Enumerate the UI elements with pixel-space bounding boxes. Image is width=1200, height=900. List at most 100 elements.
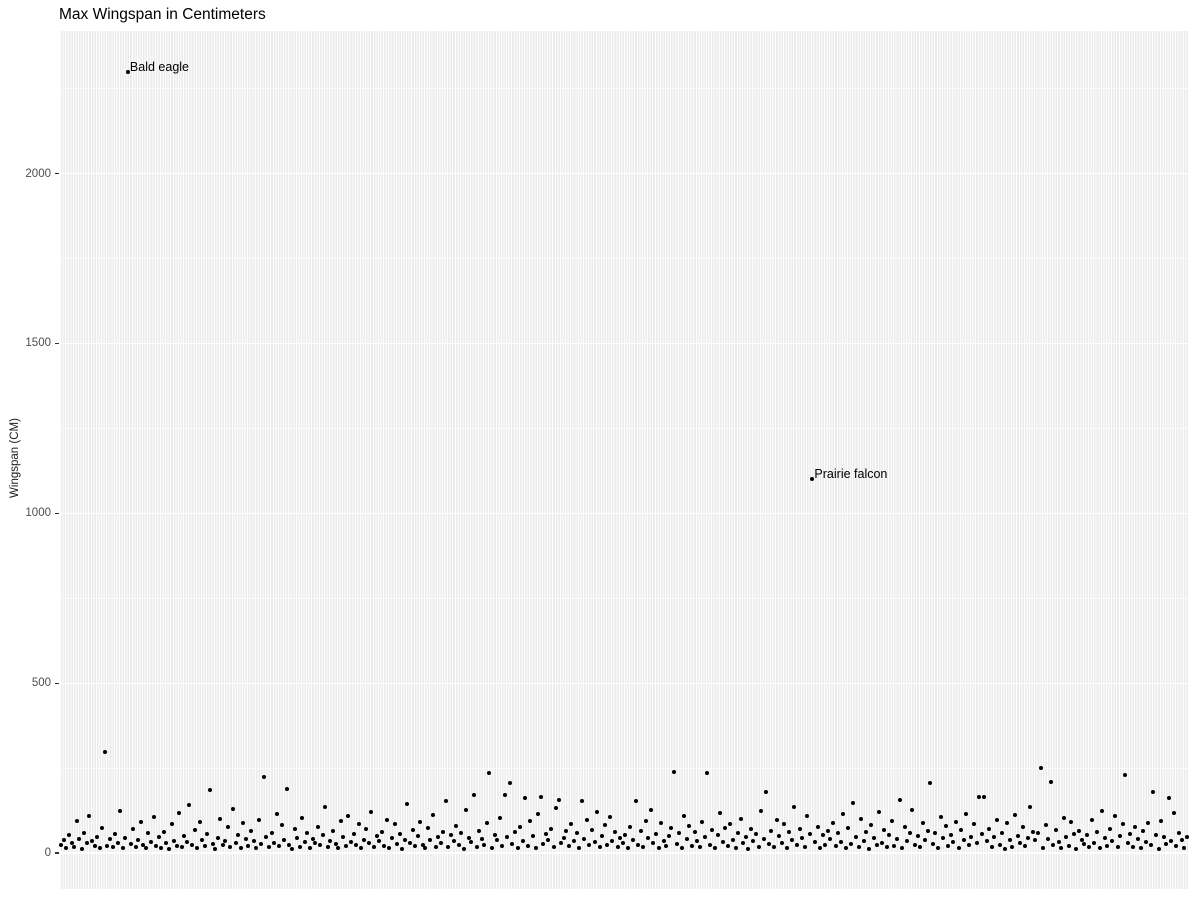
data-point <box>746 846 751 851</box>
data-point <box>823 842 828 847</box>
data-point <box>151 815 156 820</box>
data-point <box>992 835 997 840</box>
data-point <box>454 823 459 828</box>
data-point <box>74 818 79 823</box>
y-tick-mark <box>55 852 59 854</box>
data-point <box>397 831 402 836</box>
data-point <box>982 794 987 799</box>
data-point <box>1105 843 1110 848</box>
data-point <box>207 788 212 793</box>
data-point <box>1092 840 1097 845</box>
data-point <box>69 840 74 845</box>
data-point <box>113 832 118 837</box>
data-point <box>1138 845 1143 850</box>
data-point <box>771 845 776 850</box>
data-point <box>379 829 384 834</box>
data-point <box>843 845 848 850</box>
data-point <box>1128 831 1133 836</box>
data-point <box>264 834 269 839</box>
y-tick-mark <box>55 682 59 684</box>
data-point <box>256 818 261 823</box>
data-point <box>441 829 446 834</box>
data-point <box>495 838 500 843</box>
data-point <box>577 845 582 850</box>
data-point <box>707 842 712 847</box>
data-point <box>656 845 661 850</box>
data-point <box>213 846 218 851</box>
data-point <box>1061 816 1066 821</box>
data-point <box>472 792 477 797</box>
data-point <box>436 835 441 840</box>
data-point <box>587 843 592 848</box>
data-point <box>718 810 723 815</box>
data-point <box>59 842 64 847</box>
data-point <box>84 841 89 846</box>
data-point <box>769 829 774 834</box>
data-point <box>500 844 505 849</box>
data-point <box>341 835 346 840</box>
data-point <box>482 842 487 847</box>
data-point <box>933 831 938 836</box>
data-point <box>923 838 928 843</box>
data-point <box>1174 844 1179 849</box>
data-point <box>764 789 769 794</box>
data-point <box>623 832 628 837</box>
data-point <box>848 841 853 846</box>
data-point <box>659 821 664 826</box>
data-point <box>641 844 646 849</box>
data-point <box>628 825 633 830</box>
data-point <box>1171 810 1176 815</box>
data-point <box>433 844 438 849</box>
data-point <box>759 808 764 813</box>
data-point <box>184 840 189 845</box>
data-point <box>936 846 941 851</box>
data-point <box>543 832 548 837</box>
data-point <box>595 809 600 814</box>
data-point <box>1041 845 1046 850</box>
data-point <box>797 826 802 831</box>
data-point <box>738 816 743 821</box>
data-point <box>236 833 241 838</box>
data-point <box>1005 821 1010 826</box>
data-point <box>202 844 207 849</box>
data-point <box>1038 766 1043 771</box>
data-point <box>1087 844 1092 849</box>
data-point <box>318 843 323 848</box>
data-point <box>238 845 243 850</box>
data-point <box>938 815 943 820</box>
data-point <box>974 841 979 846</box>
data-point <box>887 832 892 837</box>
data-point <box>630 837 635 842</box>
data-point <box>464 808 469 813</box>
data-point <box>138 820 143 825</box>
data-point <box>812 840 817 845</box>
data-point <box>956 845 961 850</box>
data-point <box>123 836 128 841</box>
data-point <box>979 832 984 837</box>
data-point <box>828 837 833 842</box>
data-point <box>530 834 535 839</box>
data-point <box>197 819 202 824</box>
data-point <box>1166 795 1171 800</box>
data-point <box>1030 829 1035 834</box>
data-point <box>513 830 518 835</box>
data-point <box>487 771 492 776</box>
data-point <box>146 831 151 836</box>
data-point <box>1164 842 1169 847</box>
data-point <box>679 845 684 850</box>
data-point <box>477 828 482 833</box>
data-point <box>1115 845 1120 850</box>
data-point <box>551 844 556 849</box>
y-tick-label: 1500 <box>25 337 51 350</box>
data-point <box>892 843 897 848</box>
data-point <box>689 844 694 849</box>
data-point <box>428 837 433 842</box>
data-point <box>97 845 102 850</box>
data-point <box>820 833 825 838</box>
data-point <box>92 844 97 849</box>
data-point <box>600 833 605 838</box>
data-point <box>910 807 915 812</box>
data-point <box>136 838 141 843</box>
data-point <box>1153 832 1158 837</box>
